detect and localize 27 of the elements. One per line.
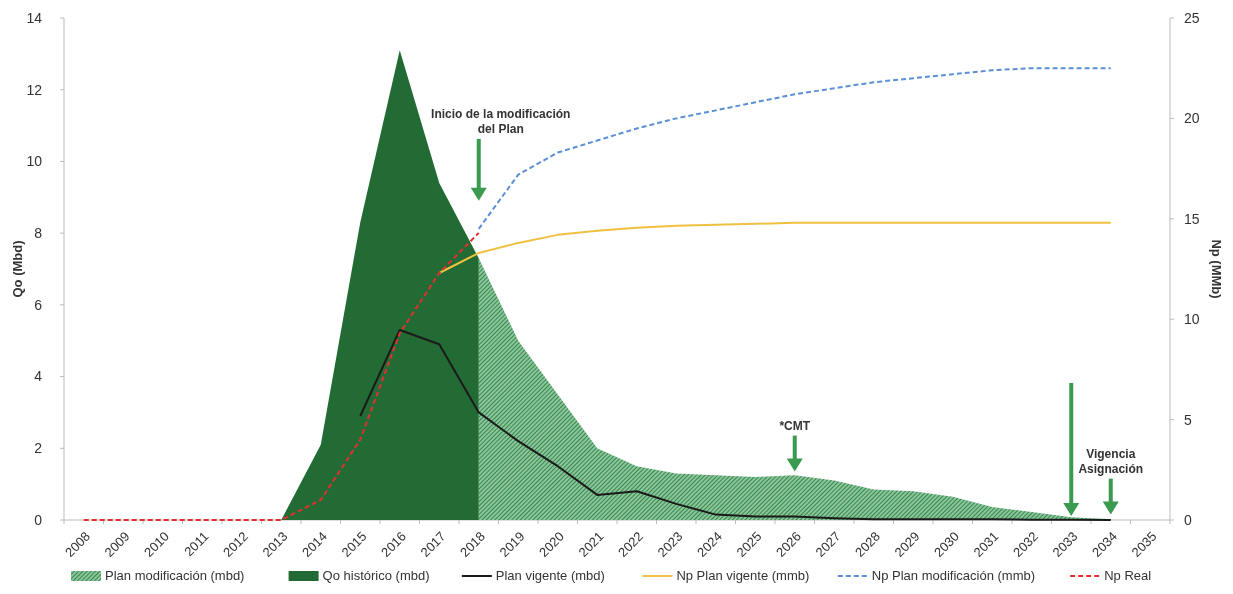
annotation: *CMT <box>779 418 811 433</box>
annotation: Inicio de la modificación del Plan <box>431 106 571 136</box>
legend-label: Plan modificación (mbd) <box>105 568 245 583</box>
y-tick-label: 6 <box>34 296 43 313</box>
y2-tick-label: 0 <box>1184 511 1192 528</box>
y-tick-label: 2 <box>34 440 43 457</box>
y-tick-label: 0 <box>34 511 43 528</box>
line-series <box>82 231 480 521</box>
y-tick-label: 14 <box>26 9 43 26</box>
y2-tick-label: 20 <box>1184 110 1200 127</box>
legend-label: Plan vigente (mbd) <box>495 568 605 583</box>
line-series <box>438 221 1112 275</box>
y-axis-title: Qo (Mbd) <box>10 240 25 298</box>
legend-label: Np Real <box>1104 568 1152 583</box>
y2-tick-label: 10 <box>1184 311 1200 328</box>
y-tick-label: 8 <box>34 225 43 242</box>
y-tick-label: 10 <box>26 153 43 170</box>
annotation: Vigencia Asignación <box>1078 446 1144 476</box>
y2-tick-label: 25 <box>1184 9 1200 26</box>
legend-label: Np Plan vigente (mmb) <box>676 568 810 583</box>
y-tick-label: 12 <box>26 81 43 98</box>
y2-tick-label: 5 <box>1184 411 1192 428</box>
legend-label: Np Plan modificación (mmb) <box>871 568 1036 583</box>
legend-label: Qo histórico (mbd) <box>322 568 430 583</box>
y2-axis-title: Np (MMb) <box>1209 239 1224 299</box>
y2-tick-label: 15 <box>1184 210 1200 227</box>
y-tick-label: 4 <box>34 368 43 385</box>
